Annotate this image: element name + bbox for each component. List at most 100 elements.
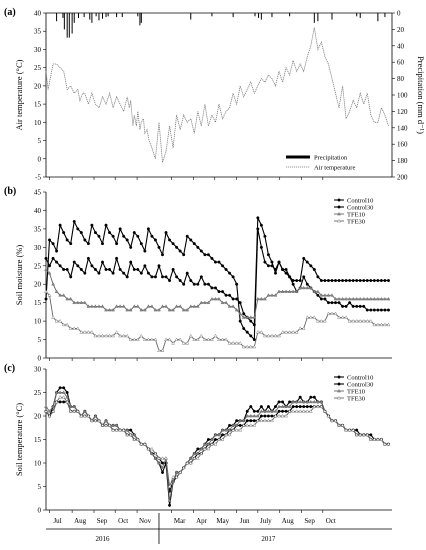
data-point: [47, 413, 52, 418]
data-point: [241, 344, 246, 349]
year-label: 2016: [95, 535, 110, 543]
data-point: [316, 399, 320, 404]
data-point: [199, 249, 203, 253]
data-point: [121, 304, 126, 308]
data-point: [273, 267, 277, 271]
air-temperature-line: [45, 27, 389, 163]
series-line-control30: [45, 401, 389, 492]
data-point: [305, 409, 310, 413]
data-point: [199, 451, 204, 455]
y-tick-label: 30: [34, 366, 42, 374]
data-point: [51, 404, 55, 408]
data-point: [266, 264, 270, 268]
data-point: [340, 423, 345, 427]
data-point: [125, 275, 129, 279]
data-point: [217, 432, 221, 437]
data-point: [58, 400, 62, 404]
data-point: [82, 413, 87, 418]
y-tick-label: 10: [34, 119, 42, 127]
data-point: [62, 400, 66, 404]
data-point: [326, 413, 331, 418]
data-point: [287, 289, 292, 293]
data-point: [93, 231, 97, 235]
data-point: [270, 414, 274, 418]
data-point: [150, 451, 154, 455]
data-point: [298, 405, 302, 409]
y2-tick-label: 20: [397, 26, 405, 34]
data-point: [291, 405, 295, 409]
data-point: [228, 423, 232, 427]
data-point: [129, 245, 133, 249]
data-point: [376, 308, 380, 312]
data-point: [54, 390, 59, 394]
data-point: [344, 428, 348, 432]
data-point: [86, 304, 91, 308]
data-point: [121, 333, 126, 338]
month-label: Jul: [53, 517, 61, 525]
data-point: [263, 418, 267, 422]
data-point: [351, 304, 355, 308]
data-point: [386, 322, 391, 327]
data-point: [111, 271, 115, 275]
data-point: [291, 282, 295, 286]
data-point: [347, 319, 352, 323]
data-point: [72, 409, 77, 413]
data-point: [161, 461, 165, 465]
data-point: [372, 437, 377, 441]
data-point: [383, 279, 387, 283]
series-line-tfe10: [45, 269, 389, 318]
data-point: [195, 451, 200, 455]
data-point: [340, 315, 345, 319]
data-point: [248, 344, 253, 349]
y2-tick-label: 80: [397, 75, 405, 83]
data-point: [224, 293, 228, 297]
data-point: [48, 238, 52, 242]
y-tick-label: 0: [38, 355, 42, 363]
data-point: [386, 279, 390, 283]
series-tfe10: [44, 267, 391, 319]
data-point: [206, 282, 210, 286]
data-point: [178, 304, 183, 308]
data-point: [62, 267, 66, 271]
data-point: [104, 418, 108, 422]
data-point: [298, 279, 302, 283]
data-point: [188, 304, 193, 308]
legend-label-control10: Control10: [347, 197, 373, 204]
data-point: [245, 423, 250, 427]
legend-marker-control10: [337, 198, 341, 202]
data-point: [76, 227, 80, 231]
data-point: [235, 419, 239, 423]
data-point: [199, 275, 203, 279]
y-tick-label: 10: [34, 318, 42, 326]
data-point: [259, 405, 263, 409]
panel-3: 0 5 10 15 20 25 30 (c) Soil temperature (°C) Cont…: [4, 363, 392, 515]
data-point: [355, 428, 359, 432]
data-point: [312, 404, 317, 408]
data-point: [270, 333, 274, 338]
y-tick-label: 40: [34, 10, 42, 18]
data-point: [93, 304, 98, 308]
data-point: [330, 293, 334, 297]
data-point: [287, 409, 292, 413]
legend-marker-control10: [337, 375, 341, 379]
data-point: [277, 333, 281, 338]
data-point: [79, 330, 84, 334]
series-line-tfe10: [45, 392, 389, 501]
y-tick-label: 20: [34, 82, 42, 90]
y-tick-label: 0: [38, 155, 42, 163]
data-point: [245, 409, 249, 413]
data-point: [234, 341, 239, 345]
data-point: [284, 330, 288, 334]
data-point: [308, 285, 313, 290]
data-point: [65, 238, 69, 242]
data-point: [316, 289, 320, 293]
data-point: [266, 333, 271, 338]
data-point: [305, 285, 310, 290]
data-point: [273, 293, 278, 297]
series-line-tfe30: [45, 396, 389, 487]
month-label: Sep: [304, 517, 315, 525]
data-point: [277, 413, 281, 418]
data-point: [255, 413, 260, 418]
data-point: [238, 428, 243, 432]
